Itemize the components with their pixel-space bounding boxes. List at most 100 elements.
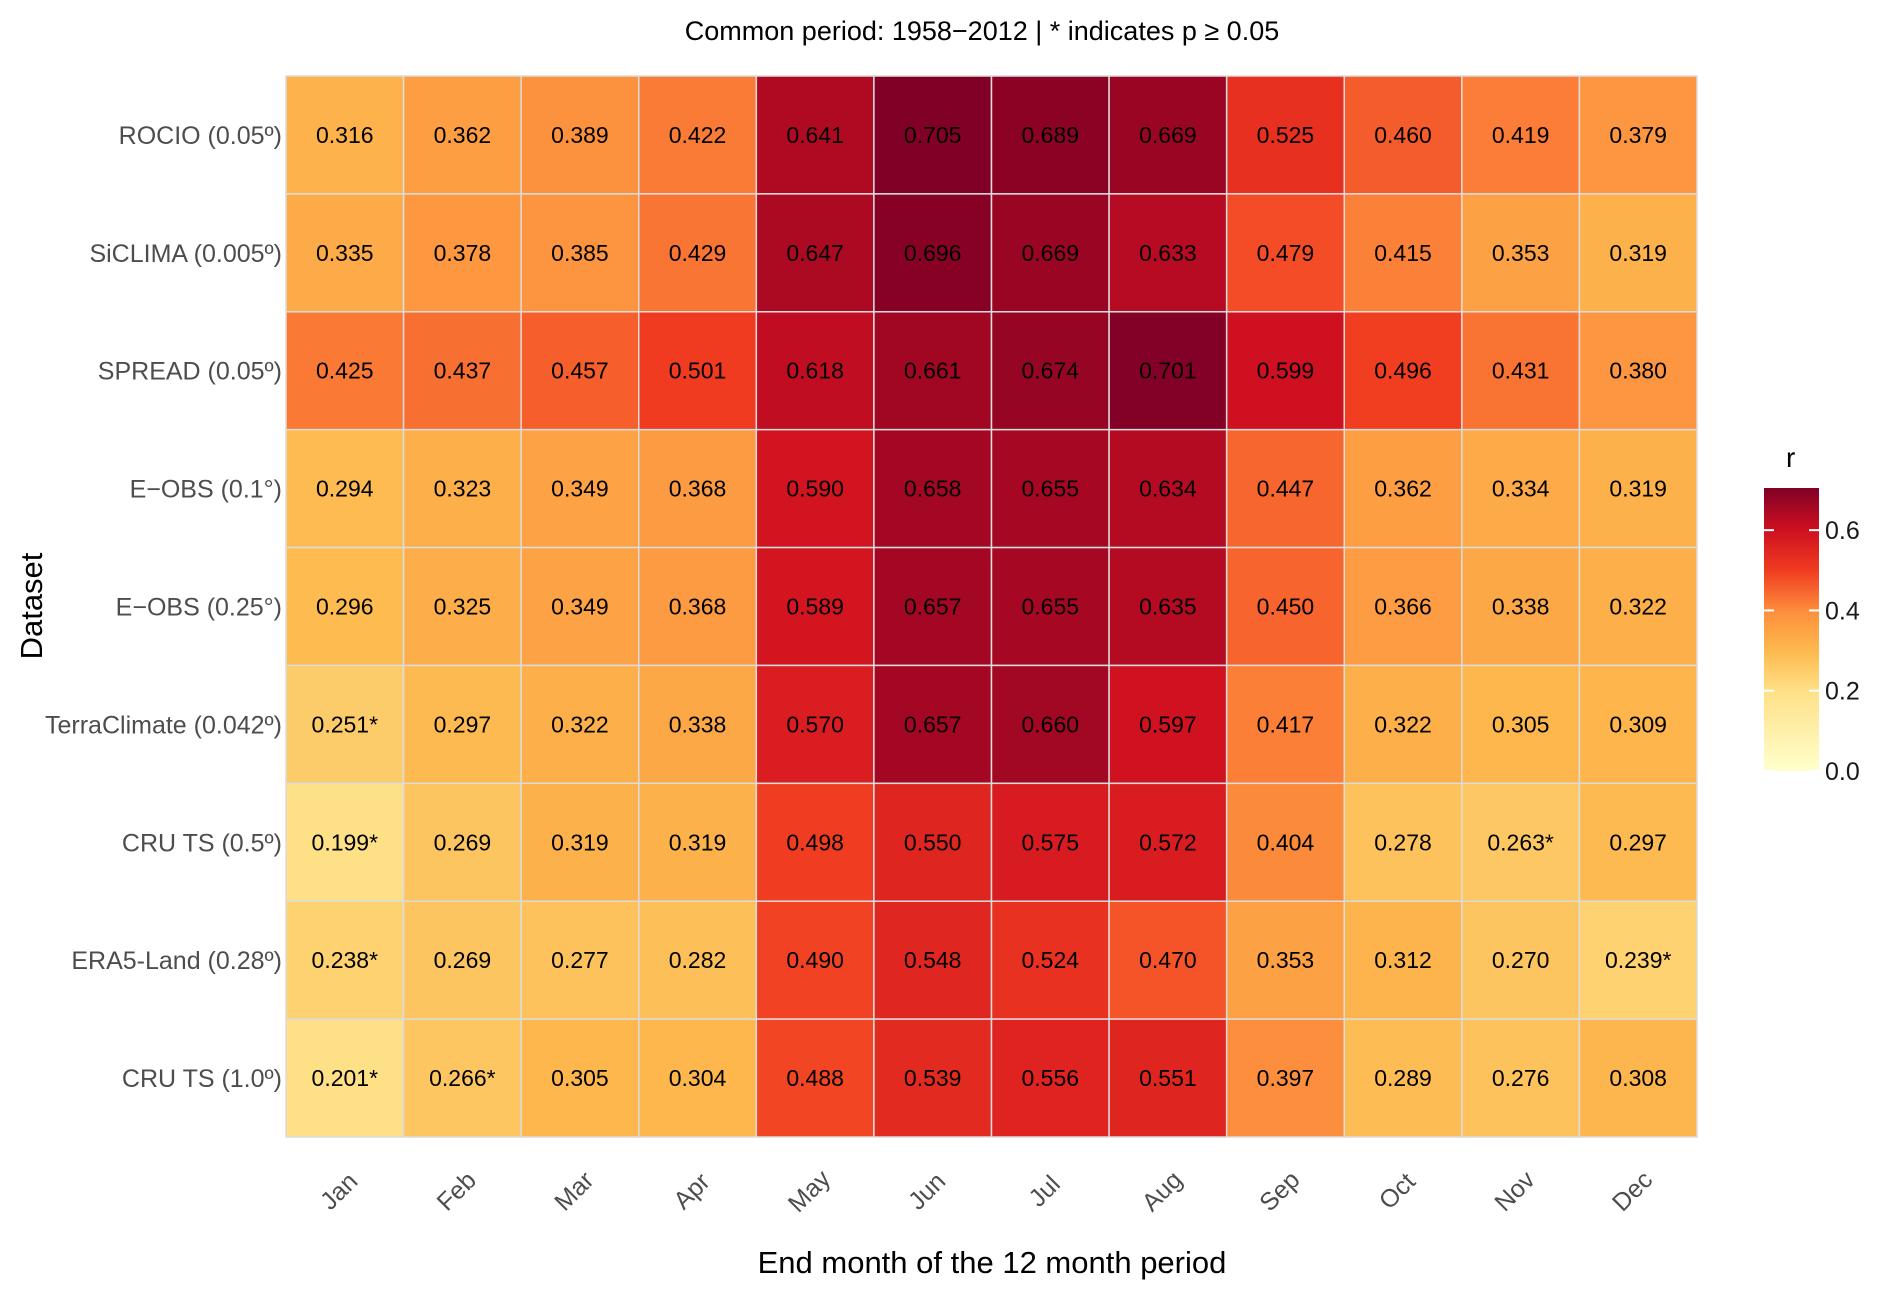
cell-value-label: 0.556 xyxy=(1022,1065,1080,1091)
y-tick-label: E−OBS (0.25°) xyxy=(116,594,282,622)
cell-value-label: 0.437 xyxy=(434,358,492,384)
heatmap-cell xyxy=(638,782,758,902)
heatmap-cell xyxy=(638,900,758,1020)
cell-value-label: 0.635 xyxy=(1139,594,1197,620)
cell-value-label: 0.322 xyxy=(1609,594,1667,620)
cell-value-label: 0.338 xyxy=(1492,594,1550,620)
cell-value-label: 0.366 xyxy=(1374,594,1432,620)
y-tick-label: SiCLIMA (0.005º) xyxy=(89,240,282,268)
cell-value-label: 0.379 xyxy=(1609,122,1667,148)
cell-value-label: 0.422 xyxy=(669,122,727,148)
cell-value-label: 0.551 xyxy=(1139,1065,1197,1091)
x-tick-label: Jan xyxy=(315,1167,363,1215)
heatmap-cell xyxy=(1108,75,1228,195)
y-tick-label: SPREAD (0.05º) xyxy=(98,358,282,386)
heatmap-cell xyxy=(873,546,993,667)
cell-value-label: 0.575 xyxy=(1022,829,1080,855)
heatmap-cell xyxy=(990,546,1110,667)
heatmap-cell xyxy=(402,193,522,313)
heatmap-cell xyxy=(285,75,405,195)
cell-value-label: 0.368 xyxy=(669,476,727,502)
cell-value-label: 0.657 xyxy=(904,711,962,737)
cell-value-label: 0.460 xyxy=(1374,122,1432,148)
cell-value-label: 0.322 xyxy=(1374,711,1432,737)
x-tick-label: Nov xyxy=(1489,1165,1541,1217)
heatmap-cell xyxy=(402,546,522,667)
cell-value-label: 0.322 xyxy=(551,711,609,737)
heatmap-cell xyxy=(1225,664,1345,785)
x-tick-label: Aug xyxy=(1137,1166,1188,1217)
heatmap-cell xyxy=(285,1018,405,1138)
cell-value-label: 0.647 xyxy=(786,240,844,266)
cell-value-label: 0.431 xyxy=(1492,358,1550,384)
cell-value-label: 0.525 xyxy=(1257,122,1315,148)
cell-value-label: 0.524 xyxy=(1022,947,1080,973)
heatmap-cell xyxy=(520,900,640,1020)
cell-value-label: 0.266* xyxy=(429,1065,496,1091)
heatmap-cell xyxy=(1578,428,1698,549)
cell-value-label: 0.589 xyxy=(786,594,844,620)
heatmap-cell xyxy=(1343,428,1463,549)
heatmap-cell xyxy=(1343,193,1463,313)
heatmap-cells: 0.316 0.362 0.389 0.422 0.641 0.705 0.689 0.669… xyxy=(285,75,1698,1138)
cell-value-label: 0.323 xyxy=(434,476,492,502)
heatmap-cell xyxy=(285,782,405,902)
heatmap-cell xyxy=(873,428,993,549)
cell-value-label: 0.674 xyxy=(1022,358,1080,384)
heatmap-cell xyxy=(638,193,758,313)
cell-value-label: 0.705 xyxy=(904,122,962,148)
cell-value-label: 0.634 xyxy=(1139,476,1197,502)
cell-value-label: 0.309 xyxy=(1609,711,1667,737)
y-axis-title: Dataset xyxy=(14,552,49,659)
heatmap-cell xyxy=(990,428,1110,549)
legend-tick-label: 0.0 xyxy=(1825,758,1860,786)
cell-value-label: 0.296 xyxy=(316,594,374,620)
heatmap-cell xyxy=(520,1018,640,1138)
cell-value-label: 0.349 xyxy=(551,476,609,502)
x-tick-label: Jul xyxy=(1023,1170,1065,1212)
heatmap-cell xyxy=(1578,75,1698,195)
cell-value-label: 0.297 xyxy=(1609,829,1667,855)
heatmap-cell xyxy=(1225,782,1345,902)
y-tick-label: ROCIO (0.05º) xyxy=(119,122,282,150)
heatmap-cell xyxy=(755,311,875,431)
cell-value-label: 0.334 xyxy=(1492,476,1550,502)
cell-value-label: 0.550 xyxy=(904,829,962,855)
heatmap-cell xyxy=(638,311,758,431)
cell-value-label: 0.641 xyxy=(786,122,844,148)
legend-tick-label: 0.6 xyxy=(1825,517,1860,545)
x-tick-label: Feb xyxy=(432,1166,482,1216)
heatmap-cell xyxy=(1578,900,1698,1020)
heatmap-cell xyxy=(1578,311,1698,431)
heatmap-cell xyxy=(285,193,405,313)
cell-value-label: 0.490 xyxy=(786,947,844,973)
y-tick-label: ERA5-Land (0.28º) xyxy=(71,947,282,975)
heatmap-cell xyxy=(520,428,640,549)
heatmap-cell xyxy=(1343,782,1463,902)
cell-value-label: 0.415 xyxy=(1374,240,1432,266)
cell-value-label: 0.548 xyxy=(904,947,962,973)
y-tick-label: E−OBS (0.1°) xyxy=(130,476,282,504)
x-tick-label: Dec xyxy=(1607,1166,1658,1217)
x-tick-label: Sep xyxy=(1254,1166,1305,1217)
heatmap-cell xyxy=(285,428,405,549)
heatmap-cell xyxy=(990,782,1110,902)
cell-value-label: 0.389 xyxy=(551,122,609,148)
cell-value-label: 0.294 xyxy=(316,476,374,502)
cell-value-label: 0.597 xyxy=(1139,711,1197,737)
heatmap-cell xyxy=(285,664,405,785)
cell-value-label: 0.496 xyxy=(1374,358,1432,384)
cell-value-label: 0.450 xyxy=(1257,594,1315,620)
heatmap-cell xyxy=(638,1018,758,1138)
x-tick-label: May xyxy=(783,1164,837,1218)
heatmap-cell xyxy=(873,782,993,902)
heatmap-cell xyxy=(990,311,1110,431)
cell-value-label: 0.277 xyxy=(551,947,609,973)
cell-value-label: 0.276 xyxy=(1492,1065,1550,1091)
cell-value-label: 0.655 xyxy=(1022,476,1080,502)
cell-value-label: 0.362 xyxy=(434,122,492,148)
cell-value-label: 0.263* xyxy=(1487,829,1554,855)
x-tick-label: Jun xyxy=(903,1167,951,1215)
